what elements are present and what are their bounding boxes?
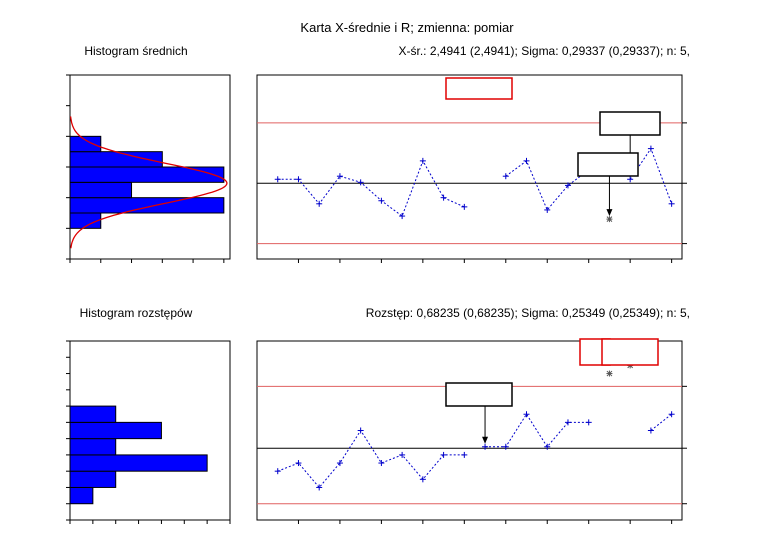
histogram-bar <box>69 438 117 456</box>
data-point <box>399 213 406 220</box>
normal-curve <box>69 116 228 249</box>
operator-annotation-box <box>445 77 513 100</box>
data-point <box>627 176 634 183</box>
range-chart-frame <box>256 340 683 521</box>
data-point <box>336 460 343 467</box>
operator-arrow-range-head <box>482 436 489 444</box>
series-line <box>277 159 465 217</box>
operator-annotation-range-box <box>445 382 513 407</box>
data-point <box>295 460 302 467</box>
histogram-bar <box>69 197 225 214</box>
miernik-annotation-17-box <box>577 152 639 177</box>
data-point <box>502 173 509 180</box>
data-point <box>668 200 675 207</box>
series-line <box>650 413 672 431</box>
histogram-bar <box>69 166 225 183</box>
histogram-bar <box>69 421 162 440</box>
data-point <box>419 157 426 164</box>
histogram-bar <box>69 181 133 199</box>
data-point <box>647 427 654 434</box>
data-point <box>399 451 406 458</box>
data-point <box>482 443 489 450</box>
data-point <box>668 411 675 418</box>
data-point <box>461 451 468 458</box>
xbar-chart <box>257 77 687 263</box>
histogram-bar <box>69 470 117 488</box>
data-point <box>274 468 281 475</box>
window-title: Karta X-średnie i R; zmienna: pomiar <box>300 20 514 35</box>
data-point <box>357 427 364 434</box>
data-point <box>295 176 302 183</box>
data-point <box>316 484 323 491</box>
xbar-histogram-title: Histogram średnich <box>84 44 187 58</box>
data-point <box>378 197 385 204</box>
data-point <box>502 443 509 450</box>
data-point <box>544 206 551 213</box>
histogram-bar <box>69 135 102 153</box>
miernik-annotation-range-box <box>601 338 659 366</box>
data-point <box>544 443 551 450</box>
data-point <box>378 460 385 467</box>
data-point <box>585 419 592 426</box>
histogram-bar <box>69 486 94 505</box>
data-point <box>419 476 426 483</box>
xbar-chart-subtitle: X-śr.: 2,4941 (2,4941); Sigma: 0,29337 (… <box>398 44 690 58</box>
range-chart-subtitle: Rozstęp: 0,68235 (0,68235); Sigma: 0,253… <box>366 306 690 320</box>
histogram-bar <box>69 454 208 472</box>
series-line <box>485 413 589 448</box>
data-point <box>523 411 530 418</box>
data-point <box>316 200 323 207</box>
range-chart <box>257 338 687 524</box>
data-point <box>336 173 343 180</box>
xbar-histogram <box>66 74 228 263</box>
series-line <box>505 160 589 211</box>
data-point <box>274 176 281 183</box>
data-point <box>440 194 447 201</box>
miernik-annotation-18-box <box>599 111 661 136</box>
data-point <box>461 203 468 210</box>
miernik-arrow-17-head <box>606 209 613 217</box>
data-point <box>440 451 447 458</box>
data-point <box>357 179 364 186</box>
point-d2 <box>606 370 613 377</box>
series-line <box>277 429 465 489</box>
xbar-chart-frame <box>256 74 683 260</box>
flagged-point <box>606 216 613 223</box>
flagged-point <box>606 370 613 377</box>
point-d2 <box>606 216 613 222</box>
data-point <box>564 182 571 189</box>
histogram-bar <box>69 405 117 423</box>
range-histogram-title: Histogram rozstępów <box>80 306 193 320</box>
data-point <box>647 145 654 152</box>
range-histogram <box>66 340 231 524</box>
data-point <box>564 419 571 426</box>
data-point <box>523 157 530 164</box>
